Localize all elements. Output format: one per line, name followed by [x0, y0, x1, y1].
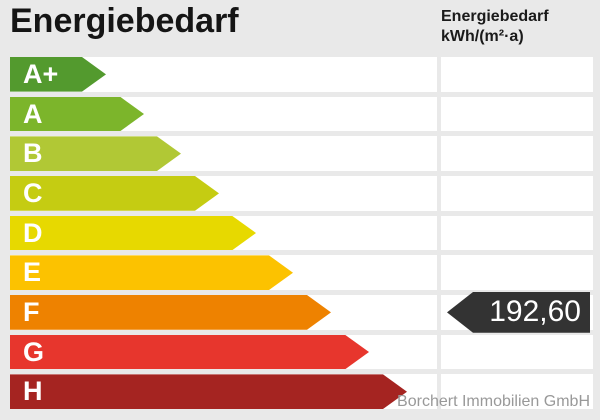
value-cell [441, 136, 593, 172]
rating-label: D [23, 217, 43, 248]
rating-label: F [23, 296, 40, 327]
scale-row-g: G [10, 334, 593, 370]
page-title: Energiebedarf [10, 2, 239, 40]
value-cell [441, 334, 593, 370]
rating-label: B [23, 138, 43, 169]
company-watermark: Borchert Immobilien GmbH [397, 393, 590, 410]
value-cell [441, 215, 593, 251]
value-cell [441, 255, 593, 291]
scale-row-b: B [10, 136, 593, 172]
scale-row-f: F 192,60 [10, 292, 593, 333]
rating-arrow-h: H [10, 374, 407, 409]
value-cell [441, 57, 593, 92]
value-cell [441, 374, 593, 410]
scale-row-a: A [10, 96, 593, 132]
rating-arrow-a: A [10, 97, 144, 132]
unit-header: Energiebedarf kWh/(m²·a) [441, 7, 549, 47]
rating-arrow-f: F [10, 295, 331, 330]
rating-arrow-d: D [10, 216, 256, 251]
rating-label: A+ [23, 58, 59, 89]
rating-label: H [23, 376, 43, 407]
value-text: 192,60 [489, 295, 581, 329]
rating-label: G [23, 336, 45, 367]
rating-arrow-g: G [10, 335, 369, 370]
unit-subtitle: kWh/(m²·a) [441, 28, 524, 45]
scale-row-d: D [10, 215, 593, 251]
rating-label: C [23, 177, 43, 208]
rating-arrow-b: B [10, 136, 181, 171]
scale-row-e: E [10, 255, 593, 291]
rating-label: A [23, 98, 43, 129]
rating-arrow-c: C [10, 176, 219, 211]
value-cell [441, 176, 593, 211]
value-cell [441, 96, 593, 132]
energy-scale: A+ A B C D E F 192,60 G H [10, 57, 593, 410]
unit-title: Energiebedarf [441, 8, 549, 25]
scale-row-aplus: A+ [10, 57, 593, 92]
scale-row-h: H [10, 374, 593, 410]
scale-row-c: C [10, 176, 593, 211]
rating-arrow-e: E [10, 255, 293, 290]
value-tag: 192,60 [447, 292, 590, 333]
rating-label: E [23, 257, 42, 288]
